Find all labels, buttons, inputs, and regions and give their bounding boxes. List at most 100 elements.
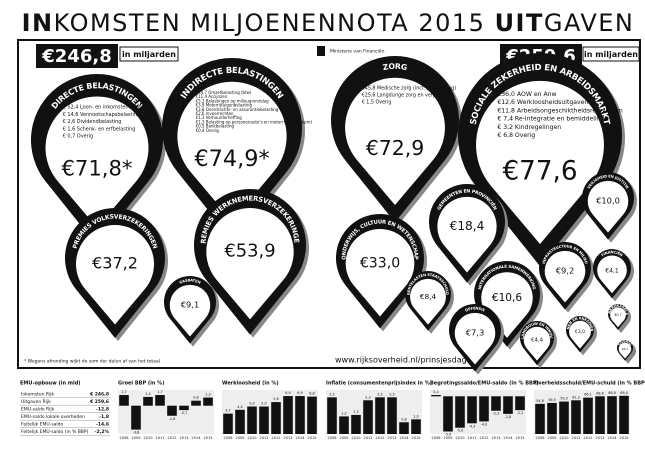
pin-item: € 0,7 Overig	[63, 134, 94, 140]
bar	[479, 396, 489, 421]
value-label: -5,0	[457, 429, 464, 433]
pin-item: € 14,6 Vennootschapsbelasting	[63, 112, 140, 118]
bar	[399, 422, 409, 434]
table-cell: -12,8	[96, 407, 109, 413]
bar	[271, 402, 281, 434]
bar	[179, 406, 189, 410]
pin-item: €12,6 Werkloosheidsuitgaven	[497, 99, 588, 106]
pin-amount: €0,1	[622, 347, 628, 351]
x-tick-label: 2014	[503, 436, 513, 440]
x-tick-label: 2014	[191, 436, 201, 440]
pin-item: € 1,5 Overig	[362, 100, 392, 106]
pin-amount: €71,8*	[62, 156, 133, 181]
value-label: 5,0	[261, 402, 266, 406]
x-tick-label: 2012	[375, 436, 384, 440]
x-tick-label: 2008	[431, 436, 441, 440]
url: www.rijksoverheid.nl/prinsjesdag	[335, 356, 467, 365]
pin-amount: €3,0	[575, 329, 585, 335]
infographic: INKOMSTEN MILJOENENNOTA 2015 UITGAVEN €2…	[0, 0, 645, 451]
table-cell: Inkomsten Rijk	[21, 392, 55, 398]
table-cell: Uitgaven Rijk	[21, 399, 51, 405]
value-label: 68,8	[608, 391, 616, 395]
bar	[387, 397, 397, 434]
x-tick-label: 2012	[583, 436, 592, 440]
value-label: 2,5	[377, 392, 382, 396]
x-tick-label: 2012	[271, 436, 280, 440]
income-unit: in miljarden	[122, 50, 176, 59]
x-tick-label: 2015	[515, 436, 524, 440]
x-tick-label: 2008	[119, 436, 129, 440]
value-label: 6,9	[297, 391, 302, 395]
bar	[191, 401, 201, 406]
bar	[247, 407, 257, 435]
bar	[167, 406, 177, 416]
title: INKOMSTEN MILJOENENNOTA 2015 UITGAVEN	[22, 9, 635, 37]
bar	[455, 396, 465, 427]
x-tick-label: 2014	[607, 436, 617, 440]
x-tick-label: 2008	[223, 436, 233, 440]
x-tick-label: 2009	[131, 436, 141, 440]
bar	[143, 397, 153, 406]
pin-amount: €10,0	[596, 196, 620, 206]
table-title: EMU-opbouw (in mld)	[20, 381, 81, 387]
bar	[327, 397, 337, 434]
pin-amount: €10,6	[492, 292, 522, 304]
pin-amount: €9,2	[556, 266, 575, 276]
chart-title: Groei BBP (in %)	[118, 381, 164, 387]
pin-item: € 52,4 Loon- en inkomstenbelasting	[63, 105, 152, 111]
table-cell: EMU-saldo Rijk	[21, 407, 55, 413]
pin-amount: €77,6	[502, 156, 577, 186]
bar	[583, 398, 593, 434]
chart-title: Begrotingssaldo/EMU-saldo (in % BBP)	[430, 381, 539, 387]
bar	[283, 396, 293, 434]
value-label: 1,3	[353, 410, 358, 414]
bar	[571, 400, 581, 434]
value-label: 2,5	[329, 392, 334, 396]
bar	[223, 414, 233, 434]
x-tick-label: 2008	[535, 436, 545, 440]
bar	[203, 398, 213, 406]
bar	[307, 397, 317, 434]
bar	[119, 395, 129, 406]
table-cell: Feitelijk EMU-saldo (in % BBP)	[21, 429, 89, 435]
chart-title: Overheidsschuld/EMU-schuld (in % BBP)	[534, 381, 645, 387]
table-cell: € 246,8	[89, 392, 109, 398]
x-tick-label: 2011	[363, 436, 372, 440]
bar	[375, 397, 385, 434]
x-tick-label: 2010	[351, 436, 361, 440]
title-part: GAVEN	[544, 9, 635, 37]
bar	[535, 404, 545, 434]
value-label: 3,7	[225, 409, 230, 413]
pin-item: € 7,4 Re-integratie en bemiddeling	[497, 116, 604, 123]
table-cell: EMU-saldo lokale overheden	[21, 414, 85, 420]
x-tick-label: 2010	[247, 436, 257, 440]
bar	[503, 396, 513, 414]
value-label: 61,3	[572, 395, 580, 399]
pin-amount: €18,4	[450, 219, 485, 233]
x-tick-label: 2013	[595, 436, 604, 440]
value-label: 1,7	[121, 390, 126, 394]
x-tick-label: 2010	[455, 436, 465, 440]
bar	[155, 395, 165, 406]
x-tick-label: 2011	[467, 436, 476, 440]
x-tick-label: 2012	[167, 436, 176, 440]
value-label: 59,0	[560, 397, 568, 401]
chart-title: Werkloosheid (in %)	[222, 381, 279, 387]
crest	[317, 46, 325, 56]
bar	[431, 395, 441, 396]
x-tick-label: 2013	[491, 436, 500, 440]
value-label: 68,6	[596, 391, 604, 395]
value-label: 1,3	[205, 393, 210, 397]
value-label: 66,1	[584, 393, 592, 397]
bar	[363, 400, 373, 434]
bar	[467, 396, 477, 423]
value-label: 1,4	[145, 392, 150, 396]
ministry: Ministerie van Financiën	[330, 49, 385, 55]
x-tick-label: 2013	[387, 436, 396, 440]
pin-amount: €37,2	[92, 254, 138, 273]
pin-item: € 6,8 Overig	[497, 132, 535, 139]
x-tick-label: 2010	[143, 436, 153, 440]
x-tick-label: 2014	[399, 436, 409, 440]
pin-item: €45,8 Medische zorg (incl. zorgtoeslag)	[362, 86, 457, 92]
pin-amount: €4,4	[531, 338, 544, 344]
